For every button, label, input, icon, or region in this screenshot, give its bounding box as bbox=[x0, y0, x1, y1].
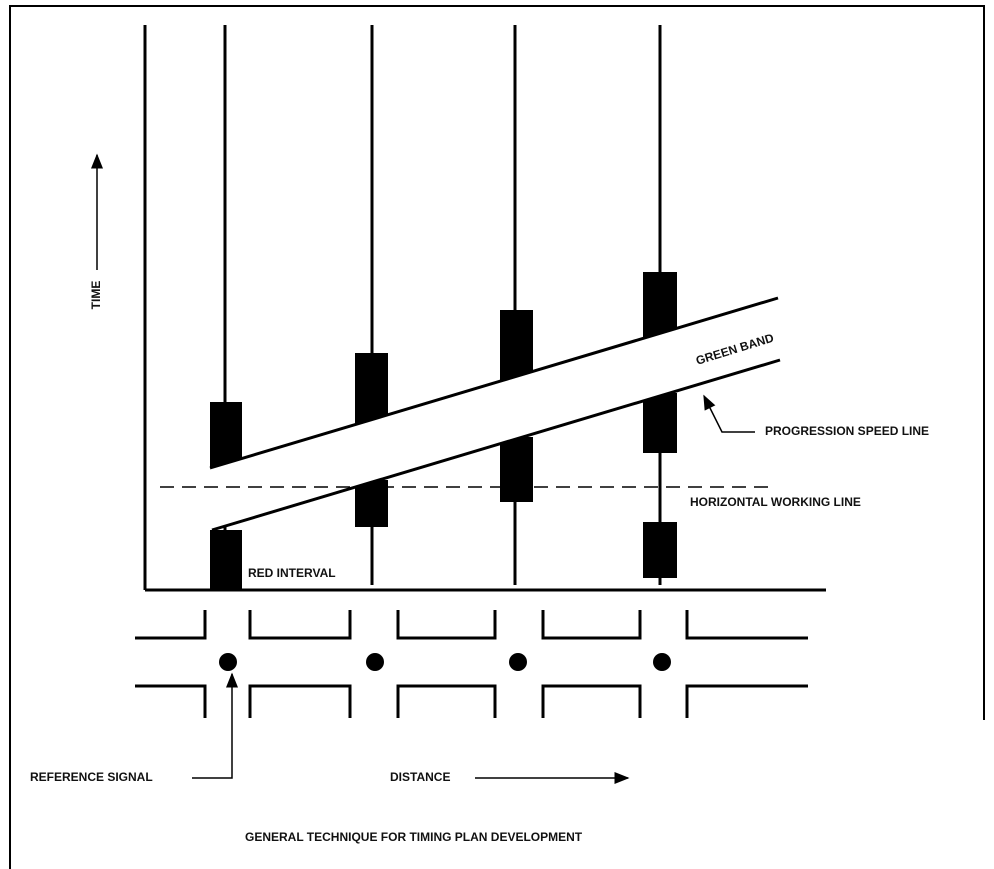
streets bbox=[135, 610, 808, 718]
signals bbox=[219, 653, 671, 671]
red-intervals bbox=[210, 272, 677, 590]
frame bbox=[9, 5, 985, 869]
distance-label: DISTANCE bbox=[390, 770, 450, 784]
caption: GENERAL TECHNIQUE FOR TIMING PLAN DEVELO… bbox=[245, 830, 583, 844]
reference-signal-label: REFERENCE SIGNAL bbox=[30, 770, 153, 784]
working-line-label: HORIZONTAL WORKING LINE bbox=[690, 495, 861, 509]
progression-label: PROGRESSION SPEED LINE bbox=[765, 424, 929, 438]
arrows bbox=[91, 153, 755, 784]
time-label: TIME bbox=[89, 281, 103, 310]
red-interval-label: RED INTERVAL bbox=[248, 566, 336, 580]
green-band bbox=[160, 296, 781, 532]
